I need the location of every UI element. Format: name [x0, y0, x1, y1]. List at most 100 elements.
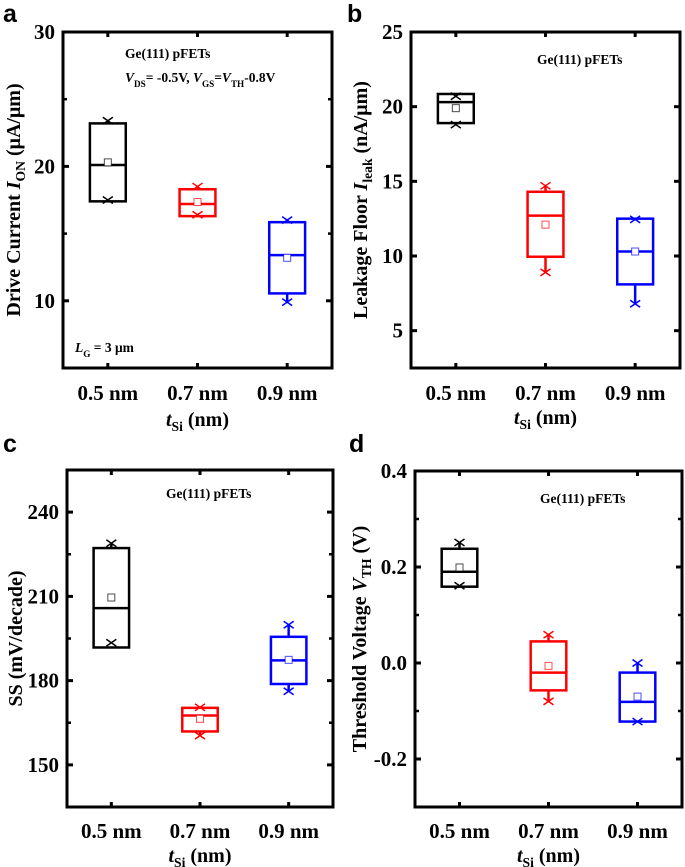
y-axis-label-part: (nA/μm) [350, 81, 372, 158]
annotation: Ge(111) pFETs [166, 486, 251, 501]
annotation-part: = -0.5V, [146, 70, 193, 85]
panel-letter: a [3, 0, 18, 28]
x-tick-label: 0.5 nm [77, 381, 138, 405]
x-tick-label: 0.9 nm [607, 819, 668, 843]
annotation-part: Ge(111) pFETs [537, 52, 622, 67]
annotation-part: G [83, 349, 90, 359]
mean-marker [193, 198, 202, 207]
box [92, 546, 131, 649]
plot-frame [409, 30, 682, 370]
box [529, 640, 568, 692]
mean-marker [284, 655, 293, 664]
box-0.7nm [181, 703, 219, 740]
x-axis-label-part: t [517, 845, 524, 867]
data-point-marker [102, 116, 114, 125]
data-point-marker [450, 120, 462, 129]
y-axis-label-part: Threshold Voltage [349, 591, 371, 752]
box-0.7nm [178, 182, 217, 219]
annotation-part: V [125, 70, 135, 85]
x-axis-label-part: Si [520, 417, 532, 432]
x-tick-label: 0.5 nm [425, 381, 486, 405]
x-axis-label-part: (nm) [531, 407, 577, 429]
y-tick-label: 30 [34, 20, 55, 44]
x-axis-label-part: (nm) [185, 845, 231, 867]
y-tick-label: 150 [28, 753, 60, 777]
data-point-marker [540, 268, 551, 277]
y-tick-label: 210 [28, 584, 60, 608]
panel-letter: c [3, 430, 17, 458]
box [440, 547, 479, 588]
y-tick-label: 0.4 [381, 459, 408, 483]
data-point-marker [105, 638, 117, 647]
y-tick-label: 240 [28, 500, 60, 524]
mean-marker [455, 563, 464, 572]
y-tick-label: 0.0 [381, 651, 407, 675]
annotation-part: GS [202, 79, 214, 89]
data-point-marker [632, 658, 643, 668]
box [88, 122, 128, 203]
mean-marker [631, 247, 640, 256]
panel-d: d -0.2 0.0 0.2 0.4 0.5 nm 0.7 nm 0.9 nm tSi (nm)… [349, 430, 684, 867]
mean-marker [283, 253, 292, 262]
y-axis-label: SS (mV/decade) [5, 570, 27, 706]
y-axis-label-part: SS (mV/decade) [5, 570, 27, 706]
annotation-part: DS [134, 79, 146, 89]
mean-marker [633, 692, 642, 701]
y-axis-label-part: (V) [349, 526, 371, 559]
x-axis-label-part: Si [172, 419, 184, 434]
data-point-marker [450, 92, 462, 101]
box-0.5nm [88, 116, 128, 205]
x-axis-label: tSi (nm) [517, 845, 580, 867]
data-point-marker [102, 195, 114, 205]
data-point-marker [540, 181, 551, 190]
mean-marker [541, 220, 550, 229]
data-point-marker [629, 215, 641, 224]
box-0.9nm [615, 215, 655, 308]
data-point-marker [454, 538, 465, 547]
x-tick-label: 0.9 nm [605, 381, 666, 405]
data-point-marker [454, 581, 465, 590]
annotation-part: = [214, 70, 222, 85]
annotation-part: Ge(111) pFETs [125, 46, 210, 61]
annotation: Ge(111) pFETs [125, 46, 210, 61]
y-axis-label: Threshold Voltage VTH (V) [349, 526, 374, 753]
y-tick-label: 5 [393, 319, 404, 343]
y-axis-label-part: TH [359, 558, 374, 578]
box-0.5nm [436, 92, 476, 129]
mean-marker [107, 593, 116, 602]
annotation: VDS= -0.5V, VGS=VTH-0.8V [125, 70, 276, 89]
x-tick-label: 0.7 nm [518, 819, 579, 843]
y-axis-label-part: Drive Current [3, 189, 25, 316]
box [178, 187, 217, 218]
x-axis-label-part: Si [523, 855, 535, 867]
x-axis-label-part: t [166, 409, 173, 431]
box [436, 92, 476, 125]
data-point-marker [194, 703, 206, 712]
x-axis-label: tSi (nm) [168, 845, 231, 867]
panel-a: a 10 20 30 0.5 nm 0.7 nm 0.9 nm tSi (nm) Drive C… [3, 0, 334, 434]
data-point-marker [543, 630, 554, 639]
x-tick-label: 0.7 nm [515, 381, 576, 405]
box-0.7nm [526, 181, 565, 277]
data-point-marker [283, 687, 295, 696]
y-tick-label: 20 [34, 154, 55, 178]
x-tick-label: 0.9 nm [257, 381, 318, 405]
y-axis-label-part: ON [13, 161, 28, 182]
annotation-part: Ge(111) pFETs [540, 491, 625, 506]
x-axis-label-part: (nm) [534, 845, 580, 867]
box [267, 220, 307, 295]
y-axis-label-part: (μA/μm) [3, 83, 25, 161]
annotation-part: TH [231, 79, 244, 89]
box [526, 190, 565, 258]
x-axis-label-part: t [514, 407, 521, 429]
y-axis-label-part: V [349, 576, 371, 591]
data-point-marker [192, 210, 203, 219]
x-axis-label: tSi (nm) [514, 407, 577, 432]
y-tick-label: -0.2 [374, 747, 407, 771]
x-tick-label: 0.9 nm [258, 819, 319, 843]
box-0.9nm [267, 216, 307, 307]
annotation: LG = 3 μm [74, 340, 135, 359]
x-axis-label-part: t [168, 845, 175, 867]
